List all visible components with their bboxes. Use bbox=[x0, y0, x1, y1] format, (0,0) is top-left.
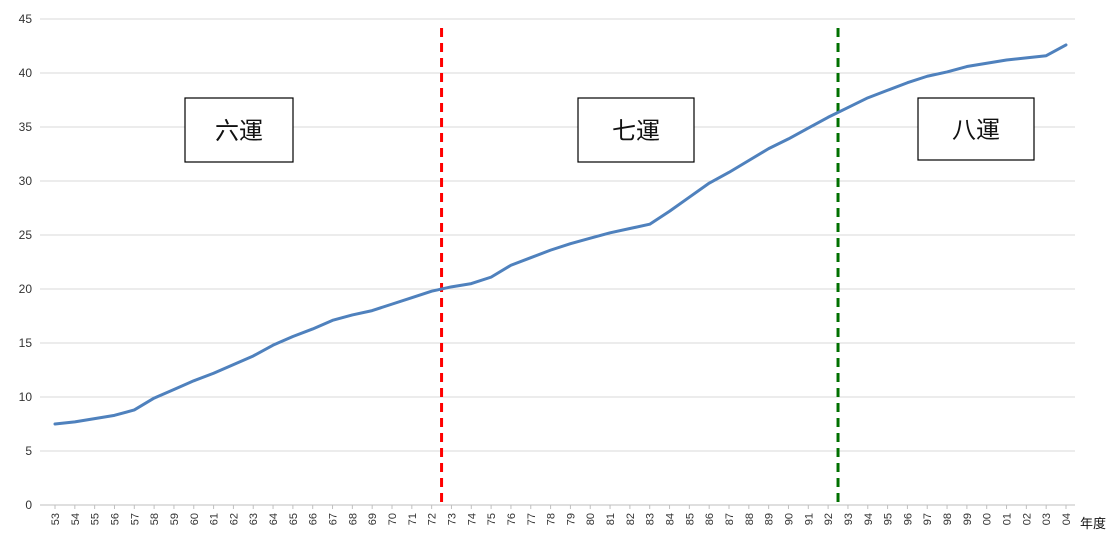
x-tick-label: 88 bbox=[744, 513, 756, 525]
x-tick-label: 72 bbox=[427, 513, 439, 525]
x-tick-label: 00 bbox=[982, 513, 994, 525]
x-tick-label: 89 bbox=[764, 513, 776, 525]
gridlines bbox=[40, 18, 1075, 506]
y-axis-ticks: 0 5 10 15 20 25 30 35 40 45 bbox=[19, 12, 33, 512]
x-tick-label: 80 bbox=[585, 513, 597, 525]
era-label-8-text: 八運 bbox=[952, 116, 1000, 144]
x-tick-label: 62 bbox=[228, 513, 240, 525]
era-label-8: 八運 bbox=[917, 97, 1035, 161]
x-tick-label: 84 bbox=[665, 513, 677, 525]
x-tick-label: 55 bbox=[90, 513, 102, 525]
x-tick-label: 98 bbox=[942, 513, 954, 525]
x-tick-label: 94 bbox=[863, 513, 875, 525]
y-tick-label: 35 bbox=[19, 120, 33, 134]
x-tick-label: 60 bbox=[189, 513, 201, 525]
era-label-6-text: 六運 bbox=[215, 117, 263, 145]
x-tick-label: 82 bbox=[625, 513, 637, 525]
x-tick-label: 61 bbox=[209, 513, 221, 525]
y-tick-label: 40 bbox=[19, 66, 33, 80]
x-tick-label: 59 bbox=[169, 513, 181, 525]
x-tick-label: 90 bbox=[783, 513, 795, 525]
x-tick-label: 01 bbox=[1002, 513, 1014, 525]
x-tick-label: 97 bbox=[922, 513, 934, 525]
x-tick-label: 73 bbox=[446, 513, 458, 525]
x-tick-label: 70 bbox=[387, 513, 399, 525]
y-tick-label: 30 bbox=[19, 174, 33, 188]
x-tick-label: 95 bbox=[883, 513, 895, 525]
x-tick-label: 86 bbox=[704, 513, 716, 525]
x-tick-label: 91 bbox=[803, 513, 815, 525]
y-tick-label: 15 bbox=[19, 336, 33, 350]
x-tick-label: 76 bbox=[506, 513, 518, 525]
x-tick-label: 71 bbox=[407, 513, 419, 525]
x-tick-label: 65 bbox=[288, 513, 300, 525]
x-tick-label: 85 bbox=[684, 513, 696, 525]
era-label-7: 七運 bbox=[577, 97, 695, 163]
x-axis-ticks: 53 54 55 56 57 58 59 60 61 62 63 64 65 66 67 68 69 70 71 72… bbox=[50, 505, 1073, 525]
x-tick-label: 92 bbox=[823, 513, 835, 525]
y-tick-label: 25 bbox=[19, 228, 33, 242]
x-tick-label: 81 bbox=[605, 513, 617, 525]
series-layer bbox=[53, 43, 1068, 426]
y-tick-label: 45 bbox=[19, 12, 33, 26]
x-tick-label: 93 bbox=[843, 513, 855, 525]
x-tick-label: 04 bbox=[1061, 513, 1073, 525]
x-tick-label: 74 bbox=[466, 513, 478, 525]
x-tick-label: 75 bbox=[486, 513, 498, 525]
x-tick-label: 64 bbox=[268, 513, 280, 525]
x-tick-label: 79 bbox=[565, 513, 577, 525]
y-tick-label: 10 bbox=[19, 390, 33, 404]
x-tick-label: 54 bbox=[70, 513, 82, 525]
series-line bbox=[53, 43, 1068, 426]
x-tick-label: 83 bbox=[645, 513, 657, 525]
y-tick-label: 20 bbox=[19, 282, 33, 296]
x-tick-label: 87 bbox=[724, 513, 736, 525]
x-tick-label: 56 bbox=[109, 513, 121, 525]
x-tick-label: 99 bbox=[962, 513, 974, 525]
y-tick-label: 5 bbox=[25, 444, 32, 458]
x-tick-label: 58 bbox=[149, 513, 161, 525]
x-tick-label: 96 bbox=[902, 513, 914, 525]
era-label-7-text: 七運 bbox=[612, 117, 660, 145]
era-label-6: 六運 bbox=[184, 97, 294, 163]
x-tick-label: 63 bbox=[248, 513, 260, 525]
x-tick-label: 53 bbox=[50, 513, 62, 525]
y-tick-label: 0 bbox=[25, 498, 32, 512]
x-tick-label: 69 bbox=[367, 513, 379, 525]
x-tick-label: 57 bbox=[129, 513, 141, 525]
x-tick-label: 77 bbox=[526, 513, 538, 525]
x-tick-label: 02 bbox=[1021, 513, 1033, 525]
x-tick-label: 66 bbox=[308, 513, 320, 525]
x-tick-label: 68 bbox=[347, 513, 359, 525]
x-tick-label: 67 bbox=[328, 513, 340, 525]
era-dividers bbox=[440, 28, 840, 505]
x-tick-label: 03 bbox=[1041, 513, 1053, 525]
x-tick-label: 78 bbox=[546, 513, 558, 525]
x-axis-label: 年度 bbox=[1080, 516, 1106, 532]
